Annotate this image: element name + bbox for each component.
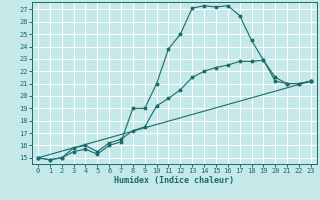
X-axis label: Humidex (Indice chaleur): Humidex (Indice chaleur)	[115, 176, 234, 185]
